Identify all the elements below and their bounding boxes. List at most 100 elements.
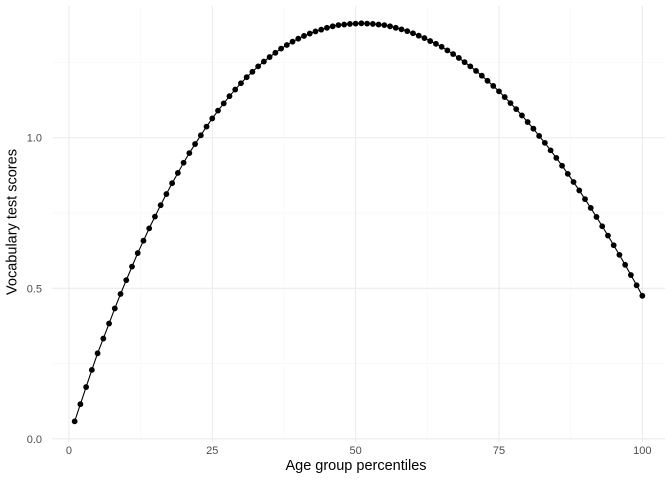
x-tick-label: 50 [350, 445, 362, 457]
data-point [524, 119, 531, 125]
data-point [88, 366, 95, 373]
data-point [186, 150, 193, 156]
y-tick-label: 1.0 [27, 133, 42, 145]
data-point [220, 100, 227, 107]
data-point [117, 291, 124, 297]
data-point [587, 204, 594, 211]
data-point [209, 115, 216, 122]
data-point [564, 170, 571, 177]
data-point [295, 35, 302, 42]
data-point [519, 112, 525, 119]
data-point [318, 26, 325, 33]
data-point [347, 21, 353, 27]
data-point [547, 147, 554, 154]
data-point [484, 77, 491, 84]
data-point [215, 107, 221, 114]
y-tick-label: 0.0 [27, 434, 42, 446]
data-point [490, 83, 497, 89]
data-point [473, 67, 479, 74]
data-point [94, 350, 101, 357]
data-point [341, 21, 348, 28]
data-point [352, 20, 359, 27]
x-tick-label: 25 [206, 445, 218, 457]
data-point [375, 21, 382, 28]
data-point [387, 23, 393, 30]
data-point [507, 100, 514, 107]
data-point [605, 232, 611, 239]
data-point [438, 43, 445, 50]
data-point [410, 30, 416, 37]
data-point [599, 223, 606, 230]
data-point [369, 21, 376, 27]
data-point [496, 88, 502, 95]
data-point [192, 141, 198, 147]
data-points [71, 20, 646, 425]
data-point [232, 86, 239, 93]
data-point [404, 28, 411, 35]
data-point [289, 38, 296, 45]
data-point [329, 23, 336, 30]
data-point [582, 196, 588, 203]
data-point [123, 277, 130, 284]
data-point [433, 40, 439, 47]
data-point [427, 38, 434, 44]
data-point [364, 20, 370, 27]
data-point [255, 63, 262, 70]
y-axis-title: Vocabulary test scores [5, 149, 21, 295]
y-axis-tick-labels: 0.0 0.5 1.0 [27, 133, 42, 446]
data-point [622, 261, 629, 268]
data-point [146, 225, 153, 232]
data-point [260, 58, 267, 65]
data-point [152, 213, 158, 220]
data-point [83, 384, 90, 390]
data-point [129, 263, 135, 270]
gridlines [52, 6, 665, 442]
data-point [238, 80, 244, 87]
data-point [134, 250, 141, 256]
y-tick-label: 0.5 [27, 283, 42, 295]
data-point [111, 305, 118, 312]
data-point [243, 74, 250, 81]
data-point [450, 51, 457, 57]
data-point [358, 20, 365, 27]
data-point [312, 28, 319, 35]
data-point [478, 72, 485, 79]
data-point [513, 106, 520, 113]
data-point [616, 251, 623, 258]
data-point [559, 162, 565, 169]
data-point [536, 133, 543, 139]
data-point [610, 242, 617, 249]
data-point [392, 24, 399, 31]
data-point [455, 55, 462, 61]
data-point [163, 191, 170, 197]
data-point [541, 139, 548, 146]
data-point [593, 214, 600, 220]
data-point [398, 26, 405, 33]
data-point [639, 292, 646, 299]
x-axis-title: Age group percentiles [285, 458, 426, 474]
data-point [174, 170, 181, 176]
x-tick-label: 100 [633, 445, 651, 457]
x-tick-label: 75 [493, 445, 505, 457]
data-point [553, 155, 560, 161]
data-point [278, 45, 284, 52]
data-point [226, 93, 233, 100]
data-point [169, 180, 176, 187]
data-point [324, 24, 330, 31]
data-point [627, 272, 634, 278]
data-point [180, 159, 187, 166]
data-point [272, 49, 279, 56]
data-point [530, 125, 537, 132]
data-point [415, 32, 422, 39]
data-point [266, 54, 273, 60]
data-point [140, 237, 147, 244]
data-point [71, 418, 78, 425]
data-point [576, 187, 583, 194]
data-point [77, 401, 84, 408]
data-point [100, 335, 107, 342]
data-point [203, 123, 210, 130]
x-tick-label: 0 [66, 445, 72, 457]
data-point [335, 22, 342, 29]
data-point [444, 47, 451, 54]
